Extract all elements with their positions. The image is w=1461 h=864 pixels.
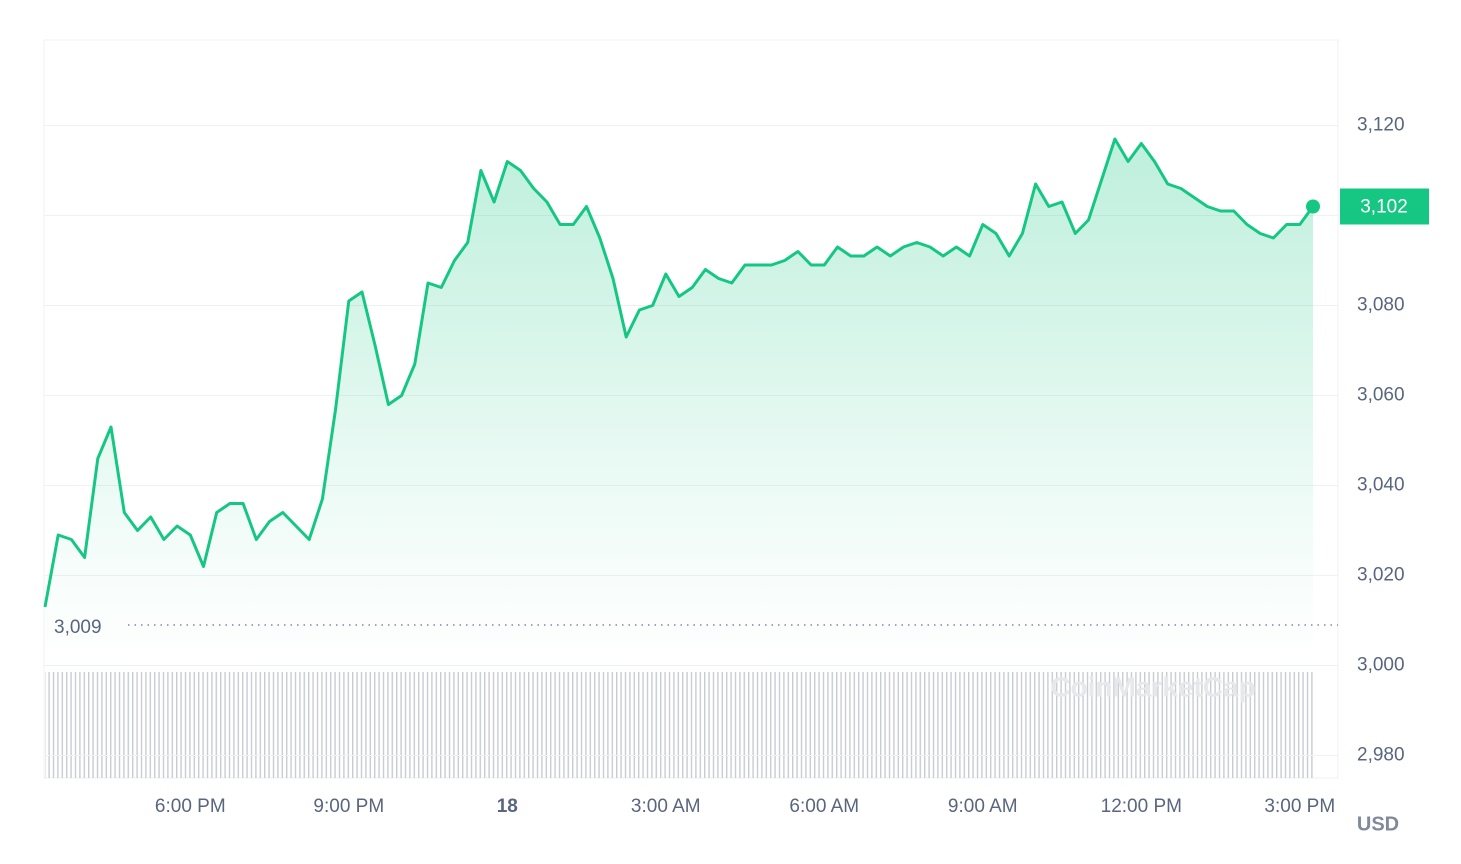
watermark: CoinMarketCap	[1050, 671, 1255, 702]
y-tick-label: 3,020	[1357, 565, 1405, 586]
x-tick-label: 6:00 PM	[155, 796, 226, 817]
x-tick-label: 18	[497, 796, 518, 817]
y-tick-label: 3,040	[1357, 475, 1405, 496]
y-tick-label: 3,080	[1357, 295, 1405, 316]
x-tick-label: 3:00 AM	[631, 796, 701, 817]
y-tick-label: 2,980	[1357, 745, 1405, 766]
y-tick-label: 3,060	[1357, 385, 1405, 406]
x-tick-label: 3:00 PM	[1264, 796, 1335, 817]
x-tick-label: 9:00 AM	[948, 796, 1018, 817]
x-tick-label: 12:00 PM	[1101, 796, 1182, 817]
y-tick-label: 3,120	[1357, 115, 1405, 136]
price-badge-label: 3,102	[1360, 197, 1408, 218]
price-badge	[1340, 188, 1429, 225]
currency-label: USD	[1357, 813, 1399, 835]
y-tick-label: 3,000	[1357, 655, 1405, 676]
price-line	[43, 137, 1315, 608]
x-tick-label: 9:00 PM	[313, 796, 384, 817]
reference-label: 3,009	[54, 617, 102, 638]
last-point	[1306, 199, 1320, 214]
volume-bars	[45, 672, 1315, 778]
x-tick-label: 6:00 AM	[789, 796, 859, 817]
area	[45, 139, 1313, 666]
